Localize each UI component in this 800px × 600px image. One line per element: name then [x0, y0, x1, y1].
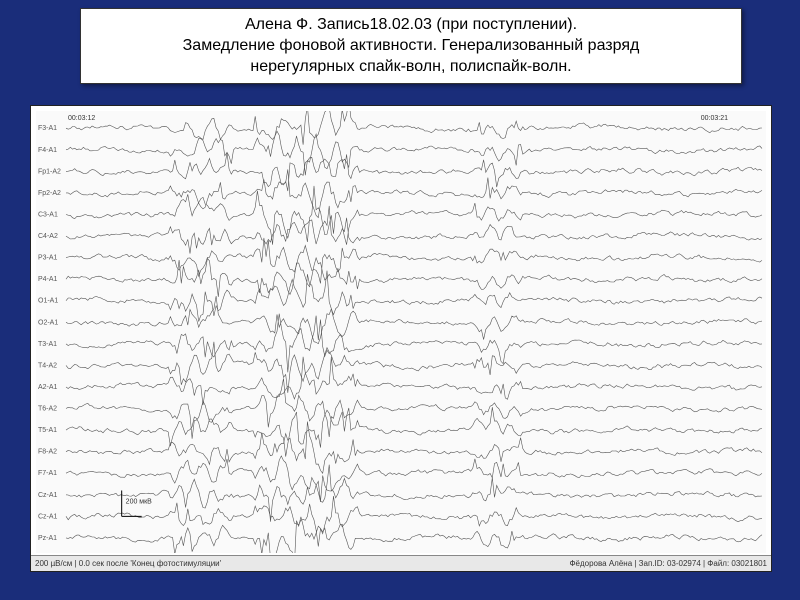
channel-label: P4-A1: [38, 276, 58, 283]
channel-label: C3-A1: [38, 212, 58, 219]
eeg-svg: 00:03:12 00:03:21 F3-A1 F4-A1 Fp1-A2 Fp2-A2 C3…: [36, 111, 766, 553]
eeg-trace-6: [66, 238, 762, 284]
svg-text:00:03:12: 00:03:12: [68, 115, 95, 122]
channel-label: T5-A1: [38, 427, 57, 434]
title-line-1: Алена Ф. Запись18.02.03 (при поступлении…: [91, 15, 731, 36]
channel-label: F8-A2: [38, 449, 57, 456]
eeg-trace-16: [66, 456, 762, 502]
channel-label: Pz-A1: [38, 535, 57, 542]
channel-label: F3-A1: [38, 125, 57, 132]
slide-root: Алена Ф. Запись18.02.03 (при поступлении…: [0, 0, 800, 600]
channel-label: A2-A1: [38, 384, 58, 391]
eeg-trace-19: [66, 517, 762, 553]
eeg-trace-2: [66, 153, 762, 191]
channel-label: T3-A1: [38, 341, 57, 348]
svg-text:00:03:21: 00:03:21: [701, 115, 728, 122]
status-left: 200 µВ/см | 0.0 сек после 'Конец фотости…: [35, 559, 569, 568]
channel-label: T6-A2: [38, 406, 57, 413]
scale-bar-label: 200 мкВ: [126, 498, 152, 505]
eeg-trace-11: [66, 342, 762, 393]
eeg-trace-13: [66, 378, 762, 438]
channel-label: F7-A1: [38, 470, 57, 477]
channel-label: Fp2-A2: [38, 190, 61, 197]
channel-label: O1-A1: [38, 298, 58, 305]
channel-label: F4-A1: [38, 147, 57, 154]
eeg-panel: 00:03:12 00:03:21 F3-A1 F4-A1 Fp1-A2 Fp2-A2 C3…: [30, 105, 772, 572]
channel-label: Fp1-A2: [38, 168, 61, 175]
title-line-3: нерегулярных спайк-волн, полиспайк-волн.: [91, 57, 731, 78]
eeg-trace-7: [66, 258, 762, 297]
eeg-plot-area: 00:03:12 00:03:21 F3-A1 F4-A1 Fp1-A2 Fp2-A2 C3…: [36, 111, 766, 553]
eeg-trace-0: [66, 111, 762, 145]
slide-title-box: Алена Ф. Запись18.02.03 (при поступлении…: [80, 8, 742, 84]
eeg-trace-3: [66, 169, 762, 217]
eeg-trace-10: [66, 314, 762, 373]
channel-label: C4-A2: [38, 233, 58, 240]
title-line-2: Замедление фоновой активности. Генерализ…: [91, 36, 731, 57]
eeg-trace-8: [66, 271, 762, 322]
channel-label: Cz-A1: [38, 513, 58, 520]
channel-label: O2-A1: [38, 319, 58, 326]
eeg-trace-1: [66, 131, 762, 175]
channel-label: P3-A1: [38, 255, 58, 262]
channel-label: Cz-A1: [38, 492, 58, 499]
channel-label: T4-A2: [38, 362, 57, 369]
eeg-trace-12: [66, 357, 762, 405]
eeg-status-bar: 200 µВ/см | 0.0 сек после 'Конец фотости…: [31, 555, 771, 571]
eeg-trace-5: [66, 206, 762, 254]
status-right: Фёдорова Алёна | Зап.ID: 03-02974 | Файл…: [569, 559, 767, 568]
eeg-trace-18: [66, 496, 762, 547]
eeg-trace-14: [66, 407, 762, 456]
eeg-trace-9: [66, 296, 762, 344]
